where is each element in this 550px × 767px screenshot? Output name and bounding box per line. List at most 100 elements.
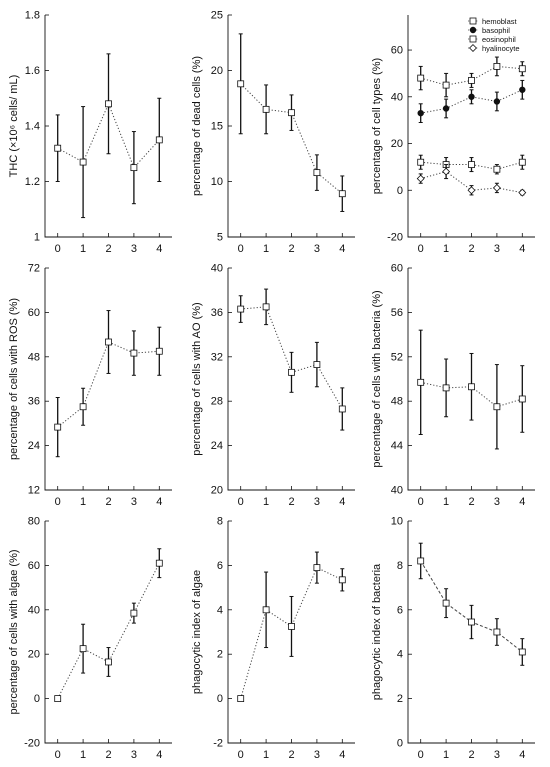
x-tick-label: 1 bbox=[443, 243, 449, 255]
y-tick-label: 60 bbox=[28, 560, 40, 572]
x-tick-label: 2 bbox=[105, 243, 111, 255]
y-axis-label: THC (×10⁶ cells/ mL) bbox=[8, 75, 20, 178]
data-point bbox=[417, 158, 425, 166]
x-tick-label: 0 bbox=[238, 749, 244, 761]
x-tick-label: 1 bbox=[443, 749, 449, 761]
y-tick-label: 20 bbox=[211, 65, 223, 77]
data-point bbox=[493, 403, 501, 411]
y-axis-label: percentage of dead cells (%) bbox=[191, 56, 203, 196]
y-tick-label: 8 bbox=[217, 516, 223, 528]
data-point bbox=[237, 695, 245, 702]
y-tick-label: 40 bbox=[28, 604, 40, 616]
data-point bbox=[518, 395, 526, 403]
series-1 bbox=[54, 548, 163, 702]
axis-lines bbox=[44, 268, 172, 491]
data-point bbox=[262, 105, 270, 113]
data-point bbox=[338, 190, 346, 198]
y-tick-label: 0 bbox=[397, 185, 403, 197]
x-tick-label: 3 bbox=[494, 749, 500, 761]
x-tick-label: 2 bbox=[105, 496, 111, 508]
y-tick-label: 10 bbox=[391, 516, 403, 528]
y-axis-label: percentage of cells with ROS (%) bbox=[8, 298, 20, 460]
y-tick-label: 28 bbox=[211, 396, 223, 408]
data-point bbox=[417, 109, 424, 117]
chart-panel-6: 40 44 48 52 56 60 0 1 2 3 4 percentage of cells wit… bbox=[371, 263, 535, 508]
series-1 bbox=[417, 329, 526, 450]
data-point bbox=[79, 403, 87, 411]
x-tick-label: 3 bbox=[494, 496, 500, 508]
data-point bbox=[155, 347, 163, 355]
y-tick-label: 48 bbox=[28, 351, 40, 363]
legend-marker bbox=[469, 26, 477, 34]
y-tick-label: 5 bbox=[217, 232, 223, 244]
y-tick-label: 36 bbox=[211, 307, 223, 319]
y-tick-label: 0 bbox=[217, 693, 223, 705]
y-tick-label: 6 bbox=[217, 560, 223, 572]
data-point bbox=[313, 564, 321, 572]
y-tick-label: 4 bbox=[397, 649, 403, 661]
y-tick-label: 72 bbox=[28, 263, 40, 275]
chart-panel-7: -20 0 20 40 60 80 0 1 2 3 4 percentage of cells wit… bbox=[8, 516, 172, 761]
x-tick-label: 1 bbox=[80, 243, 86, 255]
data-point bbox=[105, 338, 112, 346]
chart-panel-9: 0 2 4 6 8 10 0 1 2 3 4 phagocytic index of bacteria bbox=[371, 516, 535, 761]
y-tick-label: 20 bbox=[211, 485, 223, 497]
y-tick-label: -2 bbox=[213, 738, 223, 750]
series-line bbox=[57, 102, 160, 169]
y-tick-label: 44 bbox=[391, 440, 403, 452]
y-tick-label: 36 bbox=[28, 396, 40, 408]
data-point bbox=[442, 167, 451, 176]
data-point bbox=[417, 557, 425, 565]
data-point bbox=[313, 361, 321, 368]
x-tick-label: 2 bbox=[288, 749, 294, 761]
series-1 bbox=[54, 310, 163, 458]
data-point bbox=[417, 378, 425, 386]
y-tick-label: 20 bbox=[391, 138, 403, 150]
x-tick-label: 2 bbox=[468, 749, 474, 761]
y-tick-label: 40 bbox=[391, 91, 403, 103]
y-tick-label: 80 bbox=[28, 516, 40, 528]
data-point bbox=[468, 161, 475, 168]
chart-panel-2: 5 10 15 20 25 0 1 2 3 4 percentage of dead cells (… bbox=[191, 10, 355, 255]
data-point bbox=[468, 383, 475, 391]
x-tick-label: 3 bbox=[314, 243, 320, 255]
chart-panel-5: 20 24 28 32 36 40 0 1 2 3 4 percentage of cells wit… bbox=[191, 263, 355, 508]
x-tick-label: 2 bbox=[288, 243, 294, 255]
data-point bbox=[493, 63, 501, 70]
data-point bbox=[237, 305, 245, 313]
data-point bbox=[313, 169, 321, 177]
data-point bbox=[468, 77, 475, 84]
x-tick-label: 4 bbox=[339, 243, 345, 255]
y-tick-label: 15 bbox=[211, 121, 223, 133]
x-tick-label: 1 bbox=[443, 496, 449, 508]
x-tick-label: 0 bbox=[418, 243, 424, 255]
series-1 bbox=[237, 288, 346, 431]
y-tick-label: 1.4 bbox=[25, 121, 40, 133]
data-point bbox=[518, 158, 526, 166]
x-tick-label: 4 bbox=[156, 496, 162, 508]
y-tick-label: 2 bbox=[217, 649, 223, 661]
x-tick-label: 4 bbox=[519, 749, 525, 761]
y-axis-label: percentage of cells with algae (%) bbox=[8, 549, 20, 714]
x-tick-label: 4 bbox=[156, 243, 162, 255]
x-tick-label: 1 bbox=[263, 749, 269, 761]
series-line bbox=[57, 562, 160, 699]
data-point bbox=[130, 349, 138, 357]
data-point bbox=[54, 423, 62, 431]
data-point bbox=[54, 695, 62, 702]
data-point bbox=[288, 368, 295, 376]
y-tick-label: 1.2 bbox=[25, 176, 40, 188]
x-tick-label: 1 bbox=[263, 496, 269, 508]
x-tick-label: 2 bbox=[105, 749, 111, 761]
data-point bbox=[493, 98, 501, 105]
data-point bbox=[493, 165, 501, 173]
y-axis-label: phagocytic index of bacteria bbox=[371, 563, 383, 700]
data-point bbox=[288, 623, 295, 630]
x-tick-label: 3 bbox=[314, 496, 320, 508]
y-tick-label: 0 bbox=[397, 738, 403, 750]
legend-entry: eosinophil bbox=[482, 35, 516, 44]
